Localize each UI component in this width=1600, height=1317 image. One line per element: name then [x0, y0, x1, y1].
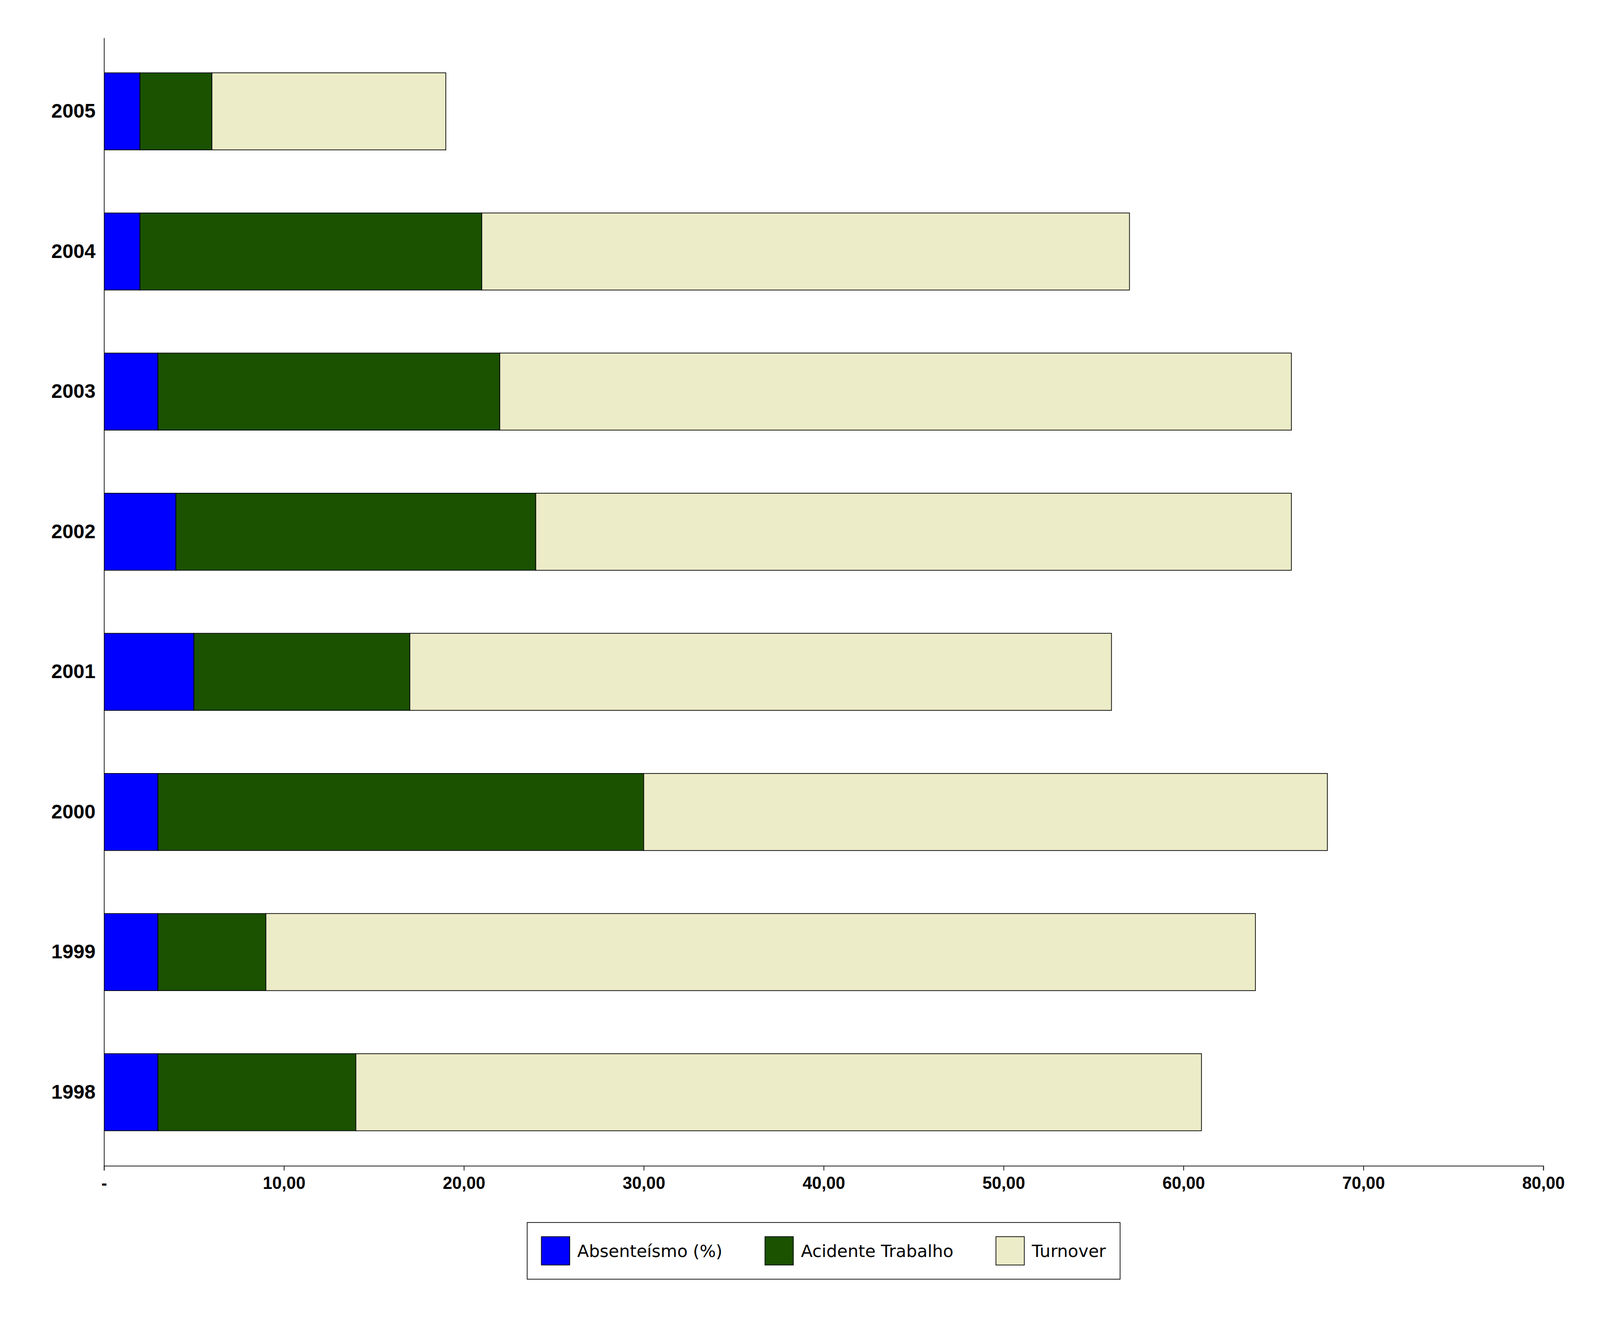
- x-tick-label: 20,00: [442, 1173, 486, 1194]
- legend-swatch: [995, 1236, 1025, 1266]
- bar: [499, 353, 1292, 431]
- x-tick-label: 60,00: [1162, 1173, 1205, 1194]
- y-tick-label: 2003: [51, 380, 96, 403]
- legend-item: Absenteísmo (%): [541, 1236, 723, 1266]
- legend-item: Acidente Trabalho: [764, 1236, 954, 1266]
- bar: [139, 72, 212, 150]
- y-axis: 2005 2004 2003 2002 2001 2000 1999 1998: [51, 38, 105, 1167]
- bar: [103, 72, 140, 150]
- x-tick: 50,00: [982, 1166, 1026, 1194]
- y-tick: 2005: [51, 99, 96, 122]
- bar: [103, 773, 158, 851]
- y-tick-label: 1999: [51, 940, 96, 963]
- x-tick-mark: [103, 1166, 105, 1171]
- x-tick: 60,00: [1162, 1166, 1205, 1194]
- x-tick: 30,00: [622, 1166, 666, 1194]
- legend: Absenteísmo (%) Acidente Trabalho Turnover: [527, 1222, 1120, 1280]
- y-axis-line: [103, 38, 105, 1167]
- y-tick: 1999: [51, 940, 96, 963]
- chart: - 10,00 20,00 30,00 40,00 50,00 60,00 70,00 80,0…: [0, 0, 1600, 1317]
- x-tick-mark: [463, 1166, 465, 1171]
- bar: [139, 213, 482, 291]
- plot: - 10,00 20,00 30,00 40,00 50,00 60,00 70,00 80,0…: [51, 38, 1566, 1194]
- series: [211, 72, 1328, 1132]
- bar: [193, 633, 410, 711]
- x-tick: 80,00: [1522, 1166, 1565, 1194]
- bar: [103, 353, 158, 431]
- bar: [409, 633, 1112, 711]
- bar: [157, 1054, 356, 1132]
- legend-swatch: [541, 1236, 570, 1266]
- x-tick-label: -: [101, 1173, 108, 1194]
- legend-label: Absenteísmo (%): [577, 1241, 723, 1262]
- x-axis: - 10,00 20,00 30,00 40,00 50,00 60,00 70,00 80,0…: [101, 1166, 1566, 1194]
- x-tick-label: 30,00: [622, 1173, 666, 1194]
- x-tick-label: 80,00: [1522, 1173, 1565, 1194]
- bar: [157, 353, 500, 431]
- legend-label: Acidente Trabalho: [800, 1241, 954, 1262]
- bar: [211, 72, 446, 150]
- legend-item: Turnover: [995, 1236, 1107, 1266]
- x-axis-line: [104, 1166, 1544, 1172]
- x-tick-label: 40,00: [802, 1173, 846, 1194]
- y-tick: 2004: [51, 240, 96, 263]
- bar: [157, 913, 266, 991]
- y-tick-label: 2000: [51, 800, 96, 823]
- bar: [266, 913, 1256, 991]
- x-tick-mark: [1003, 1166, 1005, 1171]
- x-tick-mark: [1543, 1166, 1545, 1171]
- x-tick-label: 10,00: [262, 1173, 306, 1194]
- bar: [103, 913, 158, 991]
- x-tick-mark: [643, 1166, 645, 1171]
- x-tick-mark: [283, 1166, 285, 1171]
- y-tick-label: 1998: [51, 1081, 96, 1104]
- y-tick-label: 2005: [51, 99, 96, 122]
- x-tick-mark: [1183, 1166, 1185, 1171]
- x-tick-label: 50,00: [982, 1173, 1026, 1194]
- y-tick: 1998: [51, 1081, 96, 1104]
- legend-swatch: [764, 1236, 794, 1266]
- bar: [536, 493, 1292, 571]
- bar: [103, 1054, 158, 1132]
- legend-label: Turnover: [1031, 1241, 1107, 1262]
- y-tick: 2002: [51, 520, 96, 543]
- legend-frame: [527, 1222, 1120, 1280]
- bar: [643, 773, 1328, 851]
- bars: [103, 72, 1328, 1132]
- x-tick: 40,00: [802, 1166, 846, 1194]
- bar: [103, 213, 140, 291]
- x-tick: 10,00: [262, 1166, 306, 1194]
- bar: [481, 213, 1130, 291]
- y-tick-label: 2004: [51, 240, 96, 263]
- bar: [103, 493, 176, 571]
- bar: [103, 633, 194, 711]
- bar: [157, 773, 644, 851]
- x-tick: 20,00: [442, 1166, 486, 1194]
- x-tick-mark: [823, 1166, 825, 1171]
- y-tick: 2001: [51, 660, 96, 683]
- bar: [355, 1054, 1202, 1132]
- y-tick-label: 2001: [51, 660, 96, 683]
- x-tick-label: 70,00: [1342, 1173, 1385, 1194]
- x-tick-mark: [1363, 1166, 1365, 1171]
- x-tick: -: [101, 1166, 108, 1194]
- x-tick: 70,00: [1342, 1166, 1385, 1194]
- y-tick: 2003: [51, 380, 96, 403]
- y-tick-label: 2002: [51, 520, 96, 543]
- y-tick: 2000: [51, 800, 96, 823]
- bar: [175, 493, 536, 571]
